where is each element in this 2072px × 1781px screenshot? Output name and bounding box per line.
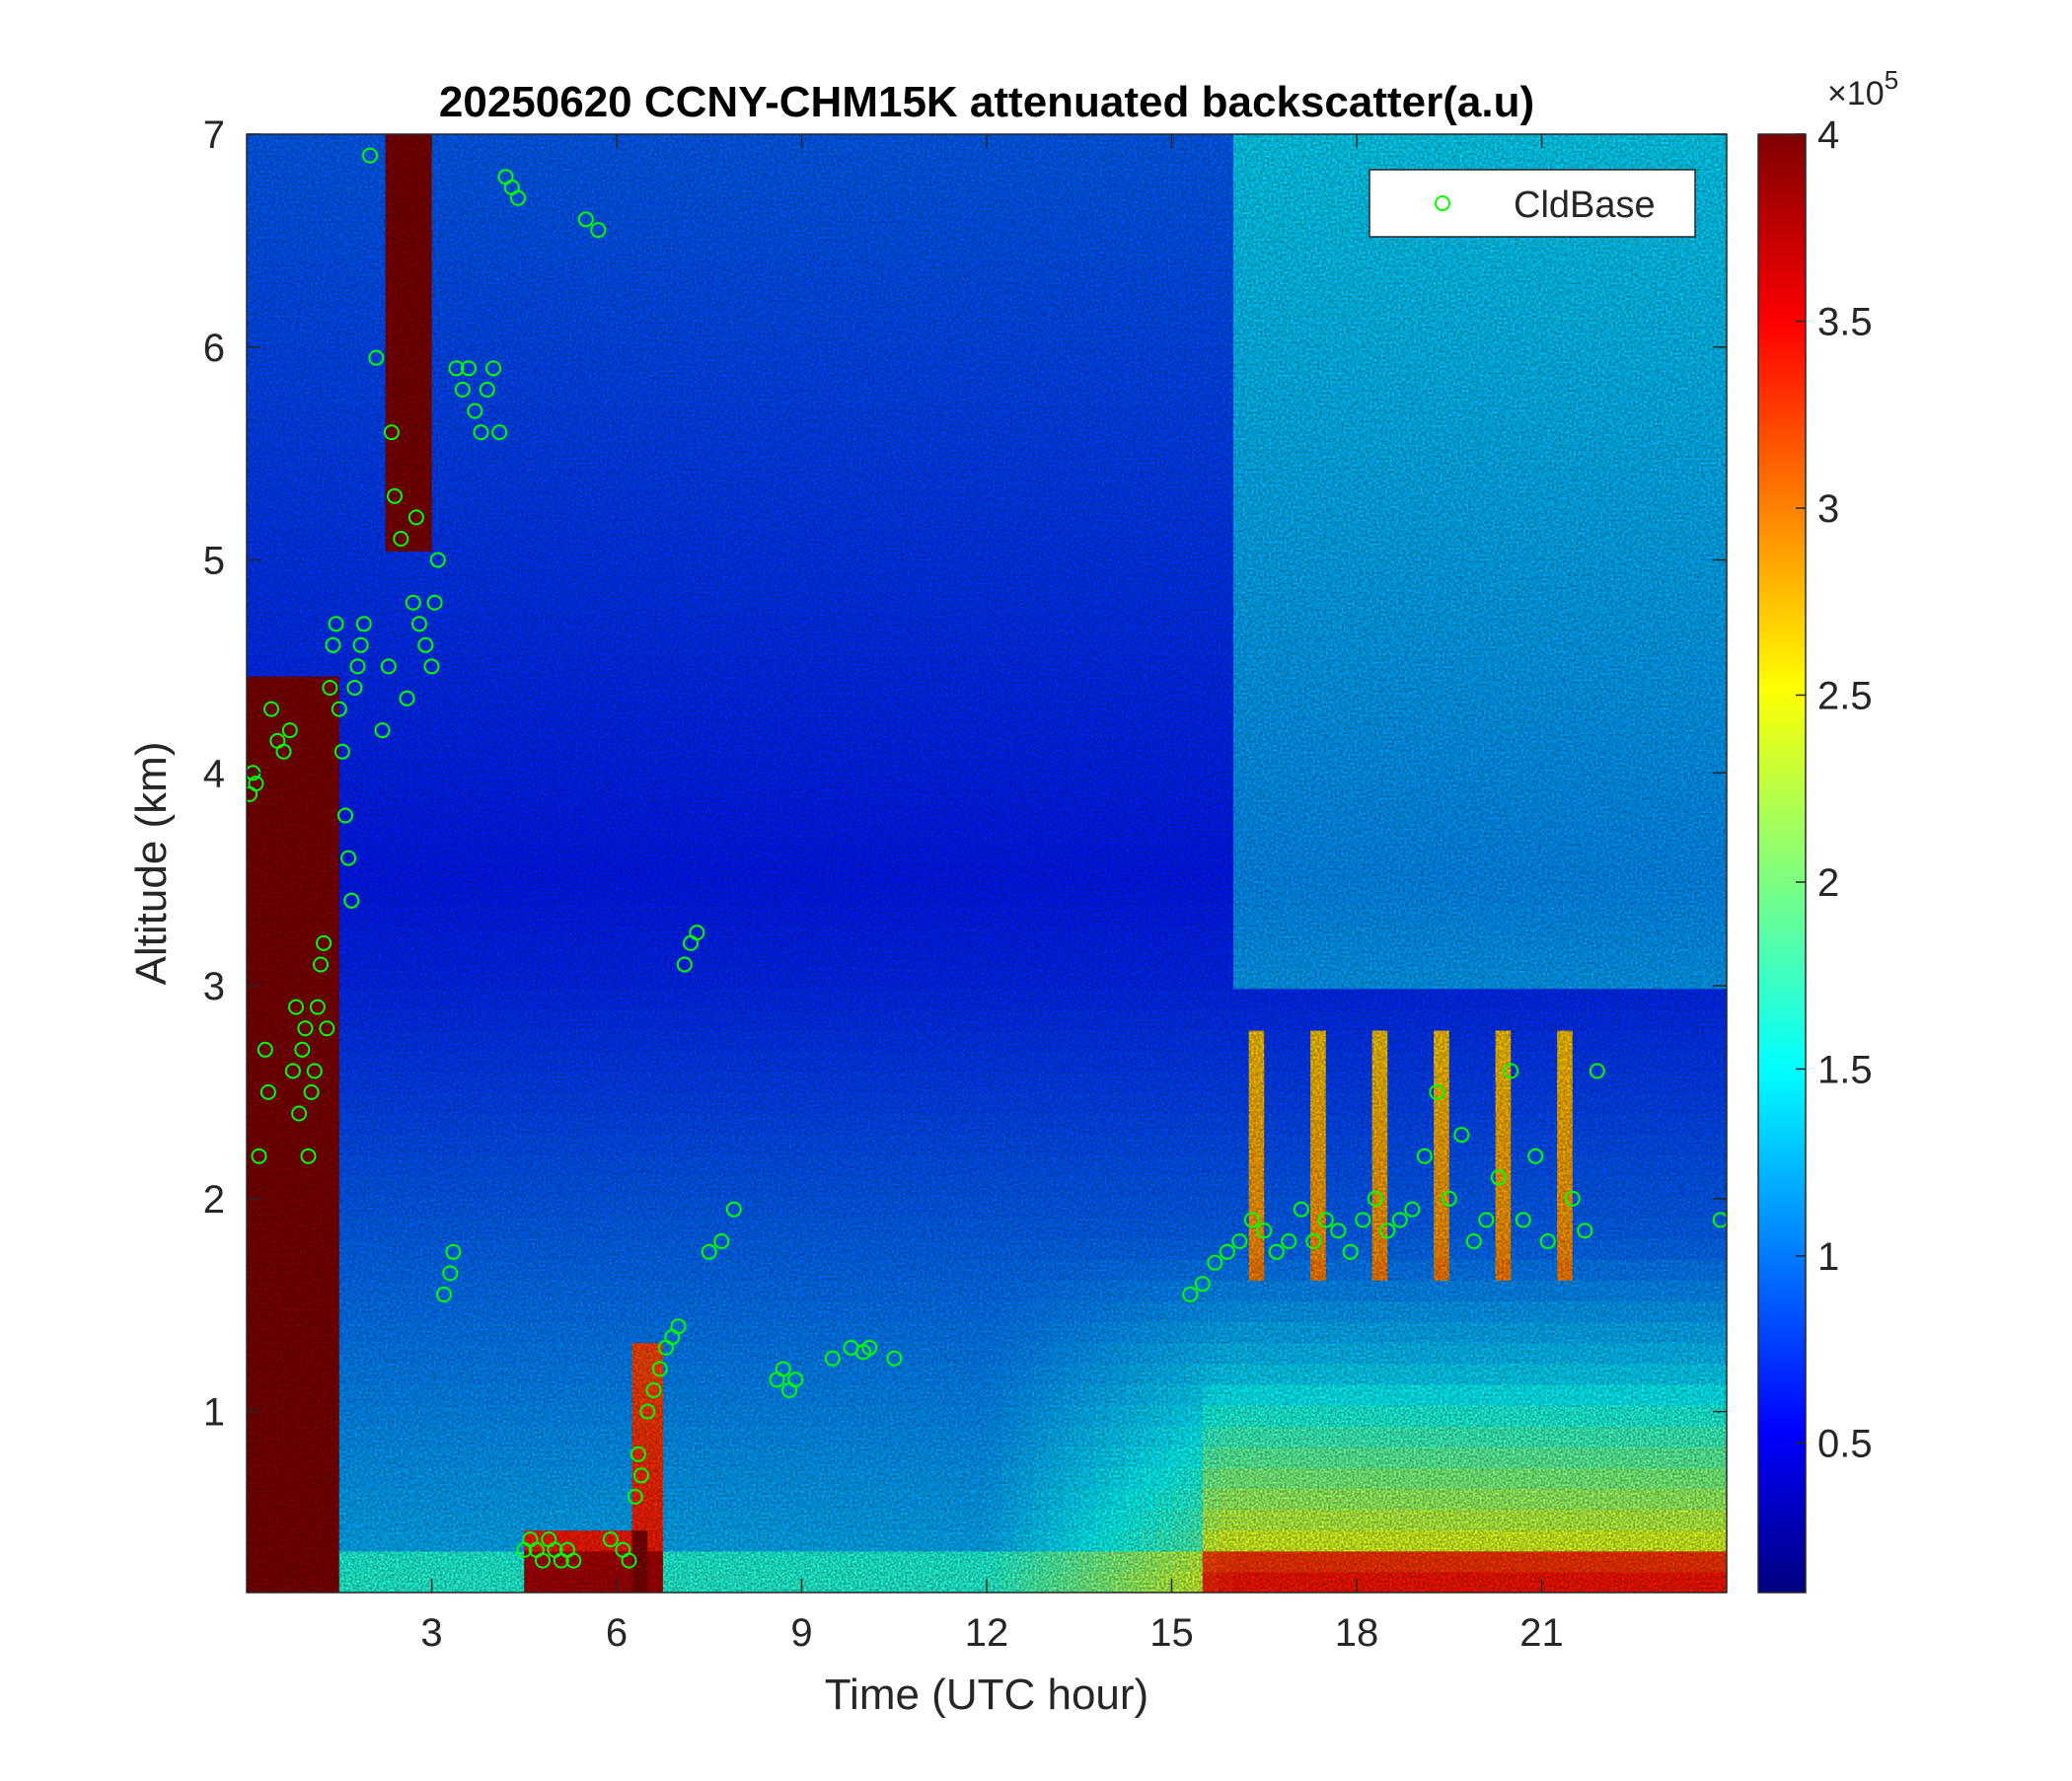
colorbar-tick-label: 3.5 — [1817, 300, 1873, 343]
colorbar-tick-label: 4 — [1817, 113, 1839, 157]
colorbar-tick-label: 1.5 — [1817, 1048, 1873, 1091]
colorbar-gradient — [1758, 134, 1806, 1593]
colorbar: 0.5 1 1.5 2 2.5 3 3.5 4 ×105 — [1758, 65, 1898, 1593]
x-tick-label: 21 — [1519, 1611, 1564, 1655]
colorbar-tick-label: 2 — [1817, 861, 1839, 905]
colorbar-multiplier-exponent: 5 — [1885, 65, 1898, 95]
colorbar-multiplier-base: ×10 — [1827, 75, 1885, 112]
colorbar-tick-label: 3 — [1817, 487, 1839, 531]
x-tick-label: 6 — [606, 1611, 628, 1655]
chart-title: 20250620 CCNY-CHM15K attenuated backscat… — [439, 78, 1534, 126]
x-axis-label: Time (UTC hour) — [825, 1670, 1148, 1719]
y-axis-label: Altitude (km) — [127, 742, 176, 986]
y-tick-label: 4 — [203, 752, 225, 795]
colorbar-ticks: 0.5 1 1.5 2 2.5 3 3.5 4 — [1796, 113, 1873, 1465]
legend-label-cldbase: CldBase — [1514, 185, 1656, 226]
x-tick-label: 15 — [1149, 1611, 1194, 1655]
colorbar-tick-label: 2.5 — [1817, 674, 1873, 717]
y-tick-label: 7 — [203, 113, 225, 157]
x-tick-label: 3 — [420, 1611, 442, 1655]
y-tick-label: 3 — [203, 965, 225, 1008]
y-tick-label: 6 — [203, 327, 225, 370]
y-tick-label: 5 — [203, 540, 225, 583]
y-tick-label: 2 — [203, 1178, 225, 1222]
colorbar-tick-label: 1 — [1817, 1235, 1839, 1279]
x-tick-label: 9 — [790, 1611, 812, 1655]
colorbar-tick-label: 0.5 — [1817, 1422, 1873, 1465]
y-tick-label: 1 — [203, 1391, 225, 1435]
x-tick-label: 12 — [965, 1611, 1009, 1655]
legend: CldBase — [1369, 170, 1695, 237]
x-tick-label: 18 — [1335, 1611, 1379, 1655]
colorbar-multiplier: ×105 — [1827, 65, 1898, 112]
backscatter-heatmap — [247, 134, 1728, 1594]
